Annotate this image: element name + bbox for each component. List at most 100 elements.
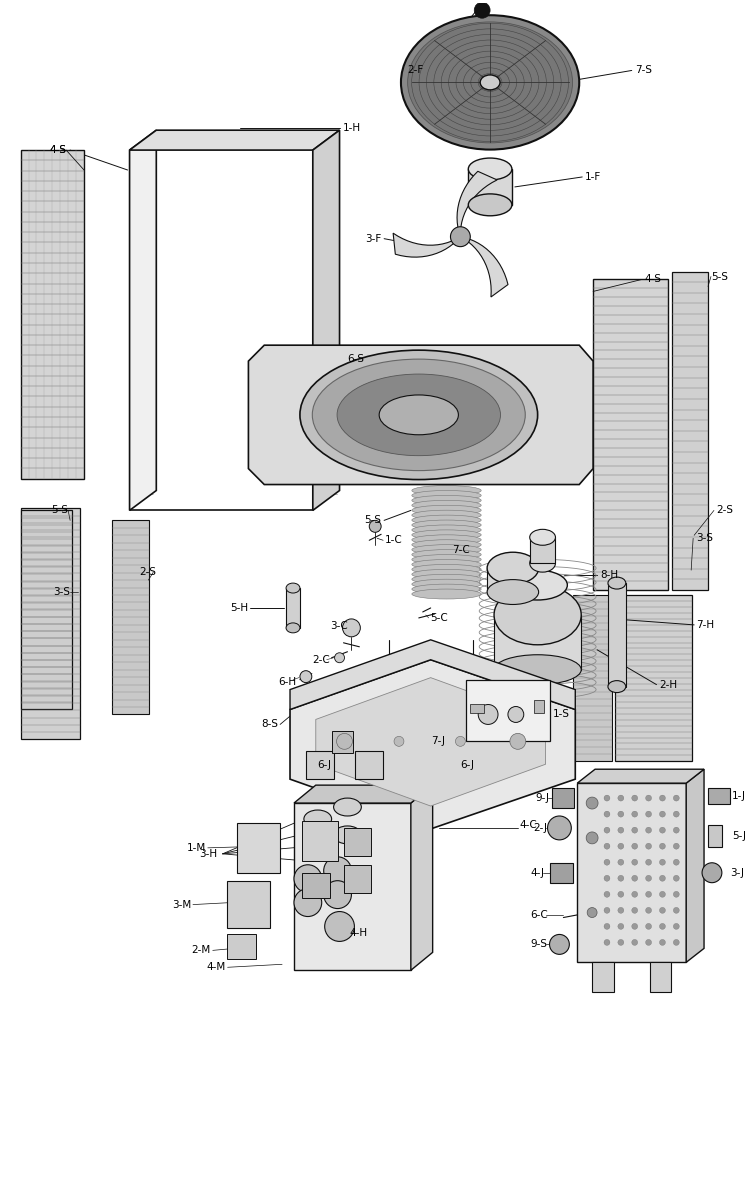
Circle shape bbox=[673, 875, 679, 881]
Ellipse shape bbox=[412, 554, 481, 564]
Bar bbox=[302, 821, 338, 860]
Circle shape bbox=[394, 737, 404, 746]
Text: 3-M: 3-M bbox=[171, 900, 191, 910]
Text: 7-C: 7-C bbox=[453, 545, 470, 556]
Circle shape bbox=[294, 865, 322, 893]
Polygon shape bbox=[457, 172, 497, 236]
Circle shape bbox=[632, 859, 638, 865]
Text: 2-J: 2-J bbox=[534, 823, 547, 833]
Bar bbox=[334, 835, 361, 854]
Text: 5-S: 5-S bbox=[51, 505, 68, 516]
Polygon shape bbox=[460, 236, 508, 296]
Circle shape bbox=[673, 892, 679, 898]
Circle shape bbox=[604, 892, 610, 898]
Bar bbox=[487, 568, 538, 592]
Ellipse shape bbox=[412, 530, 481, 540]
Text: 1-C: 1-C bbox=[385, 535, 403, 545]
Bar bbox=[494, 614, 581, 670]
Polygon shape bbox=[573, 595, 612, 761]
Circle shape bbox=[510, 733, 526, 749]
Polygon shape bbox=[129, 130, 340, 150]
Polygon shape bbox=[294, 803, 411, 971]
Circle shape bbox=[586, 797, 598, 809]
Polygon shape bbox=[20, 509, 80, 739]
Bar bbox=[650, 962, 672, 992]
Ellipse shape bbox=[494, 655, 581, 685]
Circle shape bbox=[325, 912, 354, 942]
Circle shape bbox=[702, 863, 722, 883]
Text: 4-H: 4-H bbox=[350, 929, 368, 938]
Polygon shape bbox=[578, 784, 687, 962]
Circle shape bbox=[586, 832, 598, 844]
Ellipse shape bbox=[337, 374, 501, 456]
Circle shape bbox=[646, 875, 651, 881]
Ellipse shape bbox=[412, 584, 481, 594]
Text: 5-H: 5-H bbox=[230, 602, 248, 613]
Circle shape bbox=[660, 892, 666, 898]
Polygon shape bbox=[316, 678, 545, 806]
Bar bbox=[529, 538, 556, 563]
Ellipse shape bbox=[379, 395, 459, 434]
Circle shape bbox=[323, 881, 351, 908]
Text: 6-C: 6-C bbox=[530, 910, 547, 919]
Text: 3-S: 3-S bbox=[53, 587, 70, 598]
Circle shape bbox=[604, 907, 610, 913]
Text: 2-C: 2-C bbox=[312, 655, 329, 665]
Ellipse shape bbox=[412, 500, 481, 510]
Circle shape bbox=[456, 737, 465, 746]
Ellipse shape bbox=[412, 524, 481, 535]
Ellipse shape bbox=[412, 569, 481, 580]
Circle shape bbox=[475, 2, 490, 18]
Text: 6-H: 6-H bbox=[277, 677, 296, 686]
Polygon shape bbox=[411, 785, 432, 971]
Bar bbox=[468, 169, 512, 205]
Ellipse shape bbox=[608, 680, 626, 692]
Circle shape bbox=[369, 521, 381, 533]
Circle shape bbox=[660, 827, 666, 833]
Text: 1-S: 1-S bbox=[553, 709, 569, 720]
Ellipse shape bbox=[412, 520, 481, 530]
Circle shape bbox=[337, 733, 353, 749]
Circle shape bbox=[618, 892, 624, 898]
Bar bbox=[344, 828, 371, 856]
Ellipse shape bbox=[412, 535, 481, 545]
Circle shape bbox=[618, 844, 624, 850]
Circle shape bbox=[673, 907, 679, 913]
Bar bbox=[332, 731, 353, 754]
Polygon shape bbox=[593, 280, 669, 590]
Text: 5-S: 5-S bbox=[364, 515, 381, 526]
Circle shape bbox=[632, 940, 638, 946]
Circle shape bbox=[618, 923, 624, 929]
Text: 4-S: 4-S bbox=[49, 145, 66, 155]
Ellipse shape bbox=[312, 359, 525, 470]
Ellipse shape bbox=[412, 515, 481, 526]
Text: 1-H: 1-H bbox=[342, 124, 361, 133]
Circle shape bbox=[294, 889, 322, 917]
Bar bbox=[470, 703, 484, 714]
Circle shape bbox=[660, 796, 666, 802]
Ellipse shape bbox=[529, 554, 556, 572]
Circle shape bbox=[660, 811, 666, 817]
Circle shape bbox=[478, 704, 498, 725]
Circle shape bbox=[604, 859, 610, 865]
Ellipse shape bbox=[412, 510, 481, 520]
Bar bbox=[344, 865, 371, 893]
Circle shape bbox=[646, 796, 651, 802]
Text: 6-S: 6-S bbox=[347, 354, 364, 364]
Text: 2-M: 2-M bbox=[192, 946, 211, 955]
Ellipse shape bbox=[529, 529, 556, 545]
Circle shape bbox=[604, 796, 610, 802]
Ellipse shape bbox=[286, 623, 300, 632]
Text: 4-M: 4-M bbox=[206, 962, 226, 972]
Polygon shape bbox=[615, 595, 692, 761]
Text: 3-H: 3-H bbox=[199, 848, 218, 859]
Circle shape bbox=[604, 844, 610, 850]
Circle shape bbox=[618, 796, 624, 802]
Ellipse shape bbox=[401, 16, 579, 150]
Polygon shape bbox=[578, 769, 704, 784]
Text: 7-H: 7-H bbox=[696, 620, 714, 630]
Circle shape bbox=[660, 844, 666, 850]
Text: 5-J: 5-J bbox=[732, 830, 746, 841]
Ellipse shape bbox=[412, 580, 481, 589]
Circle shape bbox=[660, 907, 666, 913]
